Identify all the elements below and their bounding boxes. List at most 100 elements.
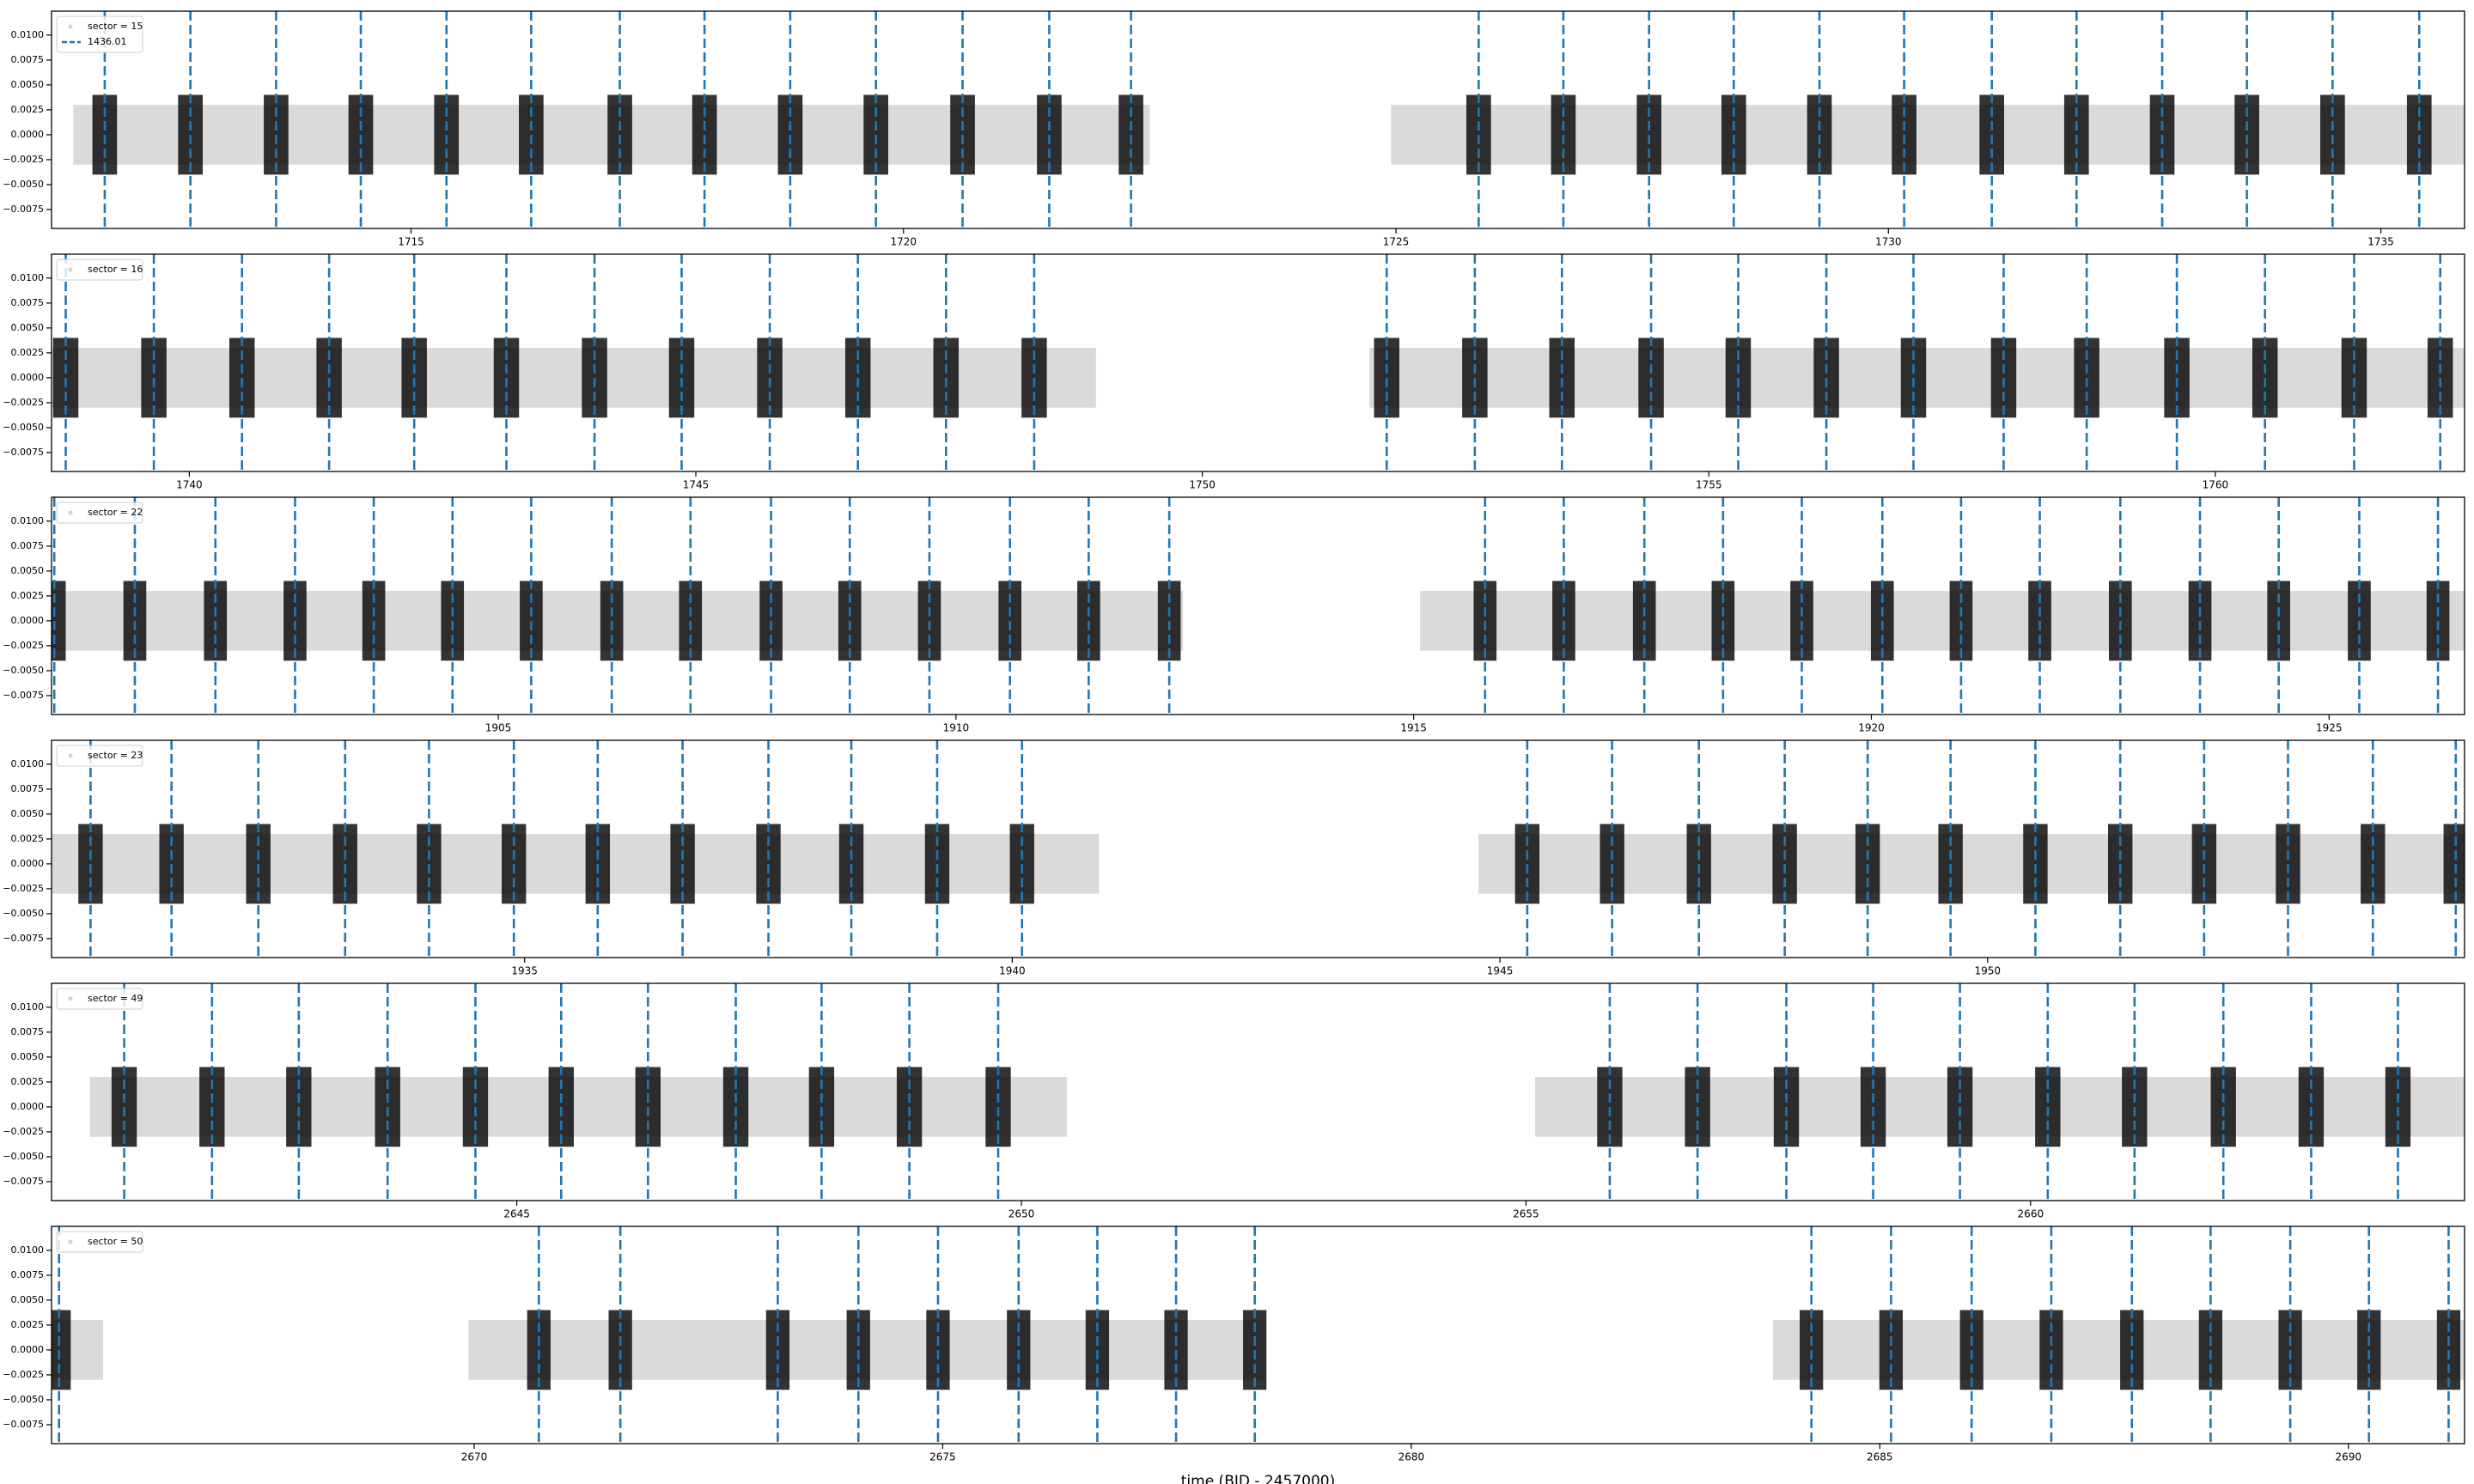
- x-tick-label: 1715: [398, 236, 424, 248]
- x-tick-label: 1745: [683, 479, 710, 491]
- y-tick-label: 0.0100: [11, 1001, 45, 1013]
- data-cloud: [1478, 834, 2465, 894]
- y-tick-label: 0.0100: [11, 1244, 45, 1256]
- y-tick-label: −0.0025: [3, 640, 44, 651]
- legend-box: [56, 15, 143, 53]
- panel: −0.0075 −0.0050 −0.0025 0.0000 0.0025 0.0050 0…: [3, 496, 2465, 734]
- x-tick-label: 1940: [999, 965, 1026, 977]
- y-tick-label: −0.0075: [3, 933, 44, 944]
- y-tick-label: 0.0000: [11, 615, 45, 626]
- legend-marker: [68, 753, 73, 758]
- axes-frame: [51, 496, 2465, 715]
- y-tick-label: −0.0050: [3, 908, 44, 919]
- y-tick-label: 0.0025: [11, 590, 45, 601]
- panel: −0.0075 −0.0050 −0.0025 0.0000 0.0025 0.0050 0…: [3, 739, 2465, 977]
- plot-area: [52, 497, 2465, 715]
- y-tick-label: 0.0100: [11, 29, 45, 40]
- axes-frame: [51, 10, 2465, 229]
- y-tick-label: −0.0025: [3, 397, 44, 408]
- x-tick-label: 1740: [176, 479, 203, 491]
- x-tick-label: 2690: [2335, 1451, 2361, 1463]
- y-tick-label: 0.0025: [11, 347, 45, 358]
- panel: −0.0075 −0.0050 −0.0025 0.0000 0.0025 0.0050 0…: [3, 1226, 2465, 1484]
- panel: −0.0075 −0.0050 −0.0025 0.0000 0.0025 0.0050 0…: [3, 253, 2465, 491]
- y-tick-label: 0.0025: [11, 1076, 45, 1087]
- y-tick-label: 0.0075: [11, 783, 45, 794]
- data-cloud: [468, 1320, 710, 1380]
- x-tick-label: 2670: [461, 1451, 488, 1463]
- y-tick-label: 0.0075: [11, 54, 45, 65]
- plot-area: [52, 254, 2465, 471]
- axes-frame: [51, 982, 2465, 1201]
- plot-area: [73, 11, 2465, 228]
- x-tick-label: 1755: [1696, 479, 1722, 491]
- legend-box: [56, 502, 143, 524]
- y-tick-label: −0.0075: [3, 447, 44, 458]
- y-tick-label: 0.0000: [11, 129, 45, 140]
- panel: −0.0075 −0.0050 −0.0025 0.0000 0.0025 0.0050 0…: [3, 982, 2465, 1220]
- x-tick-label: 2680: [1398, 1451, 1425, 1463]
- y-tick-label: −0.0050: [3, 179, 44, 190]
- x-tick-label: 1935: [511, 965, 538, 977]
- y-tick-label: −0.0075: [3, 690, 44, 701]
- y-tick-label: 0.0050: [11, 1294, 45, 1305]
- y-tick-label: 0.0000: [11, 372, 45, 383]
- x-tick-label: 1905: [485, 722, 512, 734]
- y-tick-label: −0.0075: [3, 1176, 44, 1187]
- y-tick-label: 0.0100: [11, 272, 45, 283]
- y-tick-label: −0.0050: [3, 422, 44, 433]
- x-tick-label: 1735: [2367, 236, 2394, 248]
- y-tick-label: −0.0025: [3, 1369, 44, 1380]
- legend-marker: [68, 996, 73, 1001]
- y-tick-label: −0.0075: [3, 204, 44, 215]
- legend-label: sector = 16: [88, 264, 143, 275]
- x-tick-label: 1730: [1875, 236, 1902, 248]
- y-tick-label: 0.0050: [11, 565, 45, 576]
- y-tick-label: 0.0075: [11, 1269, 45, 1280]
- y-tick-label: 0.0025: [11, 104, 45, 115]
- y-tick-label: −0.0050: [3, 665, 44, 676]
- x-tick-label: 2675: [929, 1451, 956, 1463]
- in-transit-points: [2443, 824, 2465, 904]
- x-axis-label: time (BJD - 2457000): [1181, 1473, 1336, 1484]
- legend-box: [56, 745, 143, 767]
- legend-marker: [68, 267, 73, 272]
- y-tick-label: 0.0050: [11, 1051, 45, 1062]
- legend-label: sector = 22: [88, 507, 143, 518]
- legend-marker: [68, 510, 73, 515]
- x-tick-label: 2650: [1008, 1208, 1035, 1220]
- data-cloud: [1420, 591, 2465, 651]
- y-tick-label: 0.0100: [11, 758, 45, 769]
- y-tick-label: −0.0025: [3, 1126, 44, 1137]
- x-tick-label: 2685: [1867, 1451, 1893, 1463]
- y-tick-label: 0.0075: [11, 540, 45, 551]
- y-tick-label: −0.0025: [3, 883, 44, 894]
- x-tick-label: 1760: [2203, 479, 2229, 491]
- legend-label: 1436.01: [88, 36, 127, 47]
- x-tick-label: 1750: [1189, 479, 1216, 491]
- x-tick-label: 1720: [890, 236, 917, 248]
- y-tick-label: −0.0050: [3, 1394, 44, 1405]
- legend-box: [56, 988, 143, 1010]
- axes-frame: [51, 1226, 2465, 1444]
- y-tick-label: 0.0025: [11, 1319, 45, 1330]
- y-tick-label: 0.0050: [11, 808, 45, 819]
- legend-box: [56, 258, 143, 281]
- x-tick-label: 2655: [1513, 1208, 1539, 1220]
- y-tick-label: 0.0100: [11, 515, 45, 526]
- y-tick-label: 0.0000: [11, 858, 45, 869]
- y-tick-label: −0.0075: [3, 1419, 44, 1430]
- legend-marker: [68, 24, 73, 29]
- y-tick-label: 0.0000: [11, 1344, 45, 1355]
- y-tick-label: −0.0050: [3, 1151, 44, 1162]
- y-tick-label: 0.0050: [11, 79, 45, 90]
- data-cloud: [1534, 1077, 2465, 1137]
- x-tick-label: 1725: [1383, 236, 1410, 248]
- y-tick-label: 0.0025: [11, 833, 45, 844]
- x-tick-label: 2645: [503, 1208, 530, 1220]
- x-tick-label: 1915: [1400, 722, 1427, 734]
- panel: −0.0075 −0.0050 −0.0025 0.0000 0.0025 0.0050 0…: [3, 10, 2465, 248]
- axes-frame: [51, 739, 2465, 958]
